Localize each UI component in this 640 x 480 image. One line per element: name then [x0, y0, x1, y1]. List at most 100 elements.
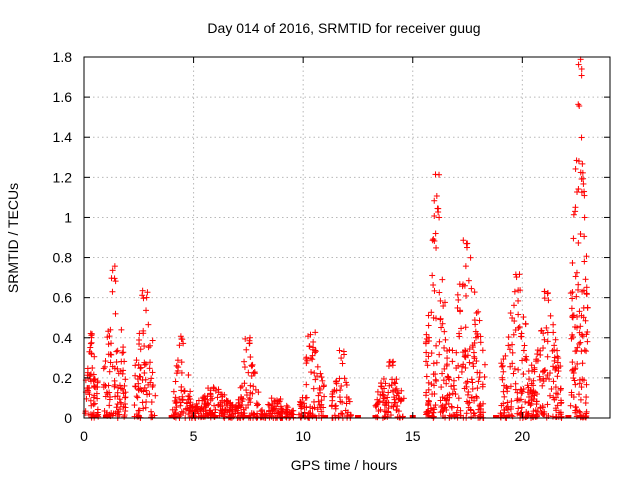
data-point: [329, 397, 336, 404]
data-point: [250, 383, 257, 390]
zero-marker: [565, 415, 572, 418]
data-point: [103, 389, 110, 396]
data-point: [134, 376, 141, 383]
data-point: [86, 391, 93, 398]
data-point: [112, 278, 119, 285]
data-point: [461, 385, 468, 392]
data-point: [210, 384, 217, 391]
data-point: [540, 345, 547, 352]
data-point: [443, 362, 450, 369]
data-point: [116, 396, 123, 403]
data-point: [201, 392, 208, 399]
data-point: [570, 211, 577, 218]
data-point: [425, 386, 432, 393]
data-point: [448, 403, 455, 410]
data-point: [215, 402, 222, 409]
data-point: [570, 235, 577, 242]
data-point: [498, 363, 505, 370]
data-point: [569, 314, 576, 321]
data-point: [312, 348, 319, 355]
data-point: [248, 362, 255, 369]
data-point: [185, 411, 192, 418]
data-point: [138, 387, 145, 394]
data-point: [576, 329, 583, 336]
data-point: [467, 254, 474, 261]
data-point: [499, 362, 506, 369]
data-point: [575, 185, 582, 192]
data-point: [268, 395, 275, 402]
data-point: [305, 333, 312, 340]
data-point: [277, 403, 284, 410]
data-point: [382, 380, 389, 387]
data-point: [380, 399, 387, 406]
data-point: [462, 354, 469, 361]
data-point: [462, 292, 469, 299]
data-point: [122, 394, 129, 401]
data-point: [254, 402, 261, 409]
data-point: [332, 378, 339, 385]
data-point: [441, 299, 448, 306]
data-point: [374, 401, 381, 408]
data-point: [509, 349, 516, 356]
data-point: [550, 321, 557, 328]
data-point: [577, 231, 584, 238]
data-point: [522, 320, 529, 327]
data-point: [178, 408, 185, 415]
data-point: [522, 355, 529, 362]
data-point: [441, 328, 448, 335]
data-point: [212, 406, 219, 413]
data-point: [468, 414, 475, 421]
data-point: [568, 391, 575, 398]
data-point: [321, 393, 328, 400]
data-point: [476, 374, 483, 381]
data-point: [516, 271, 523, 278]
data-point: [423, 331, 430, 338]
data-point: [295, 411, 302, 418]
data-point: [388, 403, 395, 410]
data-point: [579, 169, 586, 176]
data-point: [425, 338, 432, 345]
data-point: [569, 359, 576, 366]
data-point: [100, 384, 107, 391]
data-point: [202, 407, 209, 414]
data-point: [140, 330, 147, 337]
data-point: [296, 401, 303, 408]
data-point: [242, 404, 249, 411]
data-point: [519, 388, 526, 395]
data-point: [132, 372, 139, 379]
data-point: [436, 338, 443, 345]
data-point: [548, 385, 555, 392]
data-point: [391, 396, 398, 403]
data-point: [172, 394, 179, 401]
zero-marker: [503, 415, 510, 418]
data-point: [574, 360, 581, 367]
data-point: [440, 303, 447, 310]
data-point: [178, 369, 185, 376]
data-point: [470, 409, 477, 416]
data-point: [573, 269, 580, 276]
data-point: [345, 395, 352, 402]
data-point: [229, 406, 236, 413]
data-point: [515, 324, 522, 331]
data-point: [501, 407, 508, 414]
data-point: [477, 333, 484, 340]
data-point: [437, 297, 444, 304]
data-point: [576, 380, 583, 387]
data-point: [442, 336, 449, 343]
data-point: [248, 410, 255, 417]
data-point: [316, 389, 323, 396]
data-point: [473, 394, 480, 401]
data-point: [87, 344, 94, 351]
data-point: [578, 72, 585, 79]
data-point: [143, 294, 150, 301]
data-point: [464, 378, 471, 385]
data-point: [389, 376, 396, 383]
data-point: [142, 376, 149, 383]
data-point: [443, 406, 450, 413]
data-point: [269, 400, 276, 407]
data-point: [436, 351, 443, 358]
data-point: [423, 411, 430, 418]
zero-marker: [135, 415, 142, 418]
data-point: [337, 398, 344, 405]
data-point: [453, 349, 460, 356]
